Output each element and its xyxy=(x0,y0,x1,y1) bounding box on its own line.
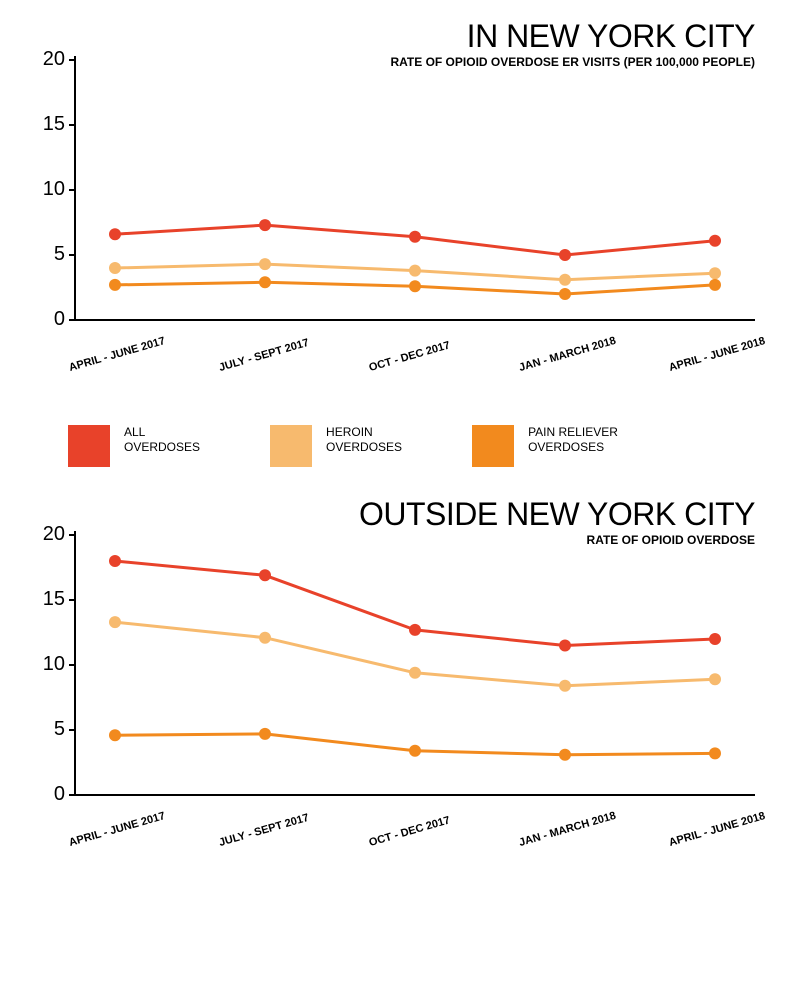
chart-bottom-marker-painreliever-1 xyxy=(259,728,271,740)
chart-bottom-marker-heroin-3 xyxy=(559,680,571,692)
chart-bottom-marker-all-3 xyxy=(559,640,571,652)
chart-bottom-marker-all-2 xyxy=(409,624,421,636)
chart-bottom-marker-all-4 xyxy=(709,633,721,645)
chart-bottom-marker-painreliever-0 xyxy=(109,729,121,741)
chart-bottom-ytick-10: 10 xyxy=(43,653,65,676)
chart-bottom-marker-heroin-2 xyxy=(409,667,421,679)
chart-bottom-ytick-5: 5 xyxy=(54,718,65,741)
chart-bottom-marker-heroin-4 xyxy=(709,673,721,685)
chart-bottom-ytick-0: 0 xyxy=(54,783,65,806)
chart-bottom-marker-all-1 xyxy=(259,569,271,581)
chart-bottom-xtick-1: JULY - SEPT 2017 xyxy=(218,812,311,849)
chart-bottom-xtick-2: OCT - DEC 2017 xyxy=(368,814,452,849)
chart-bottom-svg xyxy=(0,0,800,805)
chart-bottom-marker-heroin-1 xyxy=(259,632,271,644)
chart-bottom-ytick-15: 15 xyxy=(43,588,65,611)
chart-bottom-marker-all-0 xyxy=(109,555,121,567)
chart-bottom-xtick-4: APRIL - JUNE 2018 xyxy=(668,810,767,849)
chart-bottom-marker-painreliever-4 xyxy=(709,747,721,759)
chart-bottom-ytick-20: 20 xyxy=(43,523,65,546)
chart-bottom-xtick-3: JAN - MARCH 2018 xyxy=(518,810,618,849)
chart-bottom-marker-painreliever-3 xyxy=(559,749,571,761)
chart-bottom-marker-painreliever-2 xyxy=(409,745,421,757)
chart-bottom-xtick-0: APRIL - JUNE 2017 xyxy=(68,810,167,849)
chart-bottom: 0 5 10 15 20 APRIL - JUNE 2017 JULY - SEPT 201… xyxy=(0,0,800,915)
chart-bottom-marker-heroin-0 xyxy=(109,616,121,628)
